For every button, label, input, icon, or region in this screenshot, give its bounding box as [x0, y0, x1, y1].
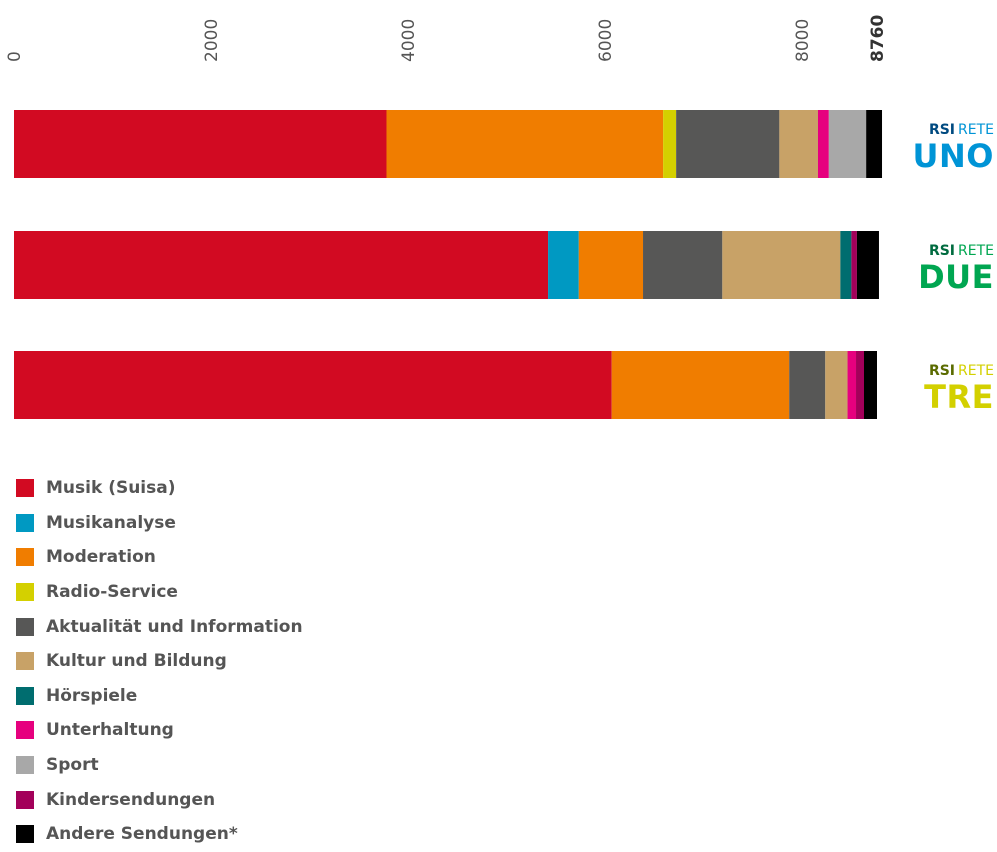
logo-rsi: RSI: [929, 363, 955, 379]
legend-swatch: [16, 583, 34, 602]
bar-segment: [864, 351, 877, 419]
legend-item: Aktualität und Information: [16, 609, 303, 644]
legend-swatch: [16, 617, 34, 636]
bar-segment: [386, 110, 664, 178]
x-tick-label: 0: [5, 51, 25, 62]
station-name: DUE: [918, 258, 994, 296]
bar-segment: [14, 231, 549, 299]
bar-segment: [14, 110, 387, 178]
station-logo-rsi-rete: RSI RETE: [929, 363, 994, 379]
legend-swatch: [16, 825, 34, 844]
legend-item: Radio-Service: [16, 575, 303, 610]
bar-segment: [840, 231, 852, 299]
legend-item: Hörspiele: [16, 679, 303, 714]
legend-swatch: [16, 513, 34, 532]
station-name: TRE: [924, 378, 994, 416]
legend-label: Andere Sendungen*: [46, 824, 238, 845]
legend-swatch: [16, 548, 34, 567]
legend-label: Musik (Suisa): [46, 478, 176, 499]
bar-segment: [828, 110, 867, 178]
bar-segment: [825, 351, 848, 419]
legend-item: Musikanalyse: [16, 506, 303, 541]
logo-rete: RETE: [958, 363, 994, 379]
legend-item: Kindersendungen: [16, 782, 303, 817]
x-tick-label: 8760: [868, 15, 888, 62]
legend-label: Kindersendungen: [46, 789, 216, 810]
x-tick-label: 4000: [399, 19, 419, 62]
station-logo-rsi-rete: RSI RETE: [929, 243, 994, 259]
logo-rete: RETE: [958, 122, 994, 138]
bar-segment: [14, 351, 612, 419]
legend-label: Unterhaltung: [46, 720, 174, 741]
x-axis-ticks: 0 2000 4000 6000 8000 8760: [5, 15, 888, 62]
x-tick-label: 6000: [596, 19, 616, 62]
legend-label: Musikanalyse: [46, 512, 176, 533]
legend-label: Radio-Service: [46, 582, 178, 603]
legend-item: Musik (Suisa): [16, 471, 303, 506]
legend-label: Hörspiele: [46, 685, 138, 706]
bar-segment: [663, 110, 677, 178]
bar-segment: [676, 110, 780, 178]
x-tick-label: 2000: [202, 19, 222, 62]
station-name: UNO: [913, 137, 994, 175]
bar-segment: [789, 351, 826, 419]
legend-swatch: [16, 721, 34, 740]
bar-segment: [548, 231, 579, 299]
logo-rsi: RSI: [929, 122, 955, 138]
legend-item: Sport: [16, 748, 303, 783]
bar-segment: [856, 351, 864, 419]
legend-label: Aktualität und Information: [46, 616, 303, 637]
legend-swatch: [16, 686, 34, 705]
legend-swatch: [16, 756, 34, 775]
bar-segment: [578, 231, 644, 299]
logo-rsi: RSI: [929, 243, 955, 259]
bar-segment: [847, 351, 857, 419]
legend-item: Moderation: [16, 540, 303, 575]
bar-segment: [643, 231, 723, 299]
legend-label: Kultur und Bildung: [46, 651, 227, 672]
legend-item: Andere Sendungen*: [16, 817, 303, 852]
legend-item: Kultur und Bildung: [16, 644, 303, 679]
station-logo-rsi-rete: RSI RETE: [929, 122, 994, 138]
bar-segment: [722, 231, 841, 299]
bars: [14, 110, 883, 419]
bar-segment: [817, 110, 829, 178]
x-tick-label: 8000: [793, 19, 813, 62]
bar-segment: [779, 110, 818, 178]
legend-swatch: [16, 790, 34, 809]
legend: Musik (Suisa) Musikanalyse Moderation Radio…: [16, 471, 303, 852]
legend-label: Moderation: [46, 547, 156, 568]
legend-label: Sport: [46, 755, 99, 776]
bar-segment: [856, 231, 879, 299]
legend-swatch: [16, 479, 34, 498]
bar-segment: [866, 110, 883, 178]
bar-segment: [611, 351, 790, 419]
logo-rete: RETE: [958, 243, 994, 259]
bar-segment: [851, 231, 857, 299]
legend-swatch: [16, 652, 34, 671]
legend-item: Unterhaltung: [16, 713, 303, 748]
